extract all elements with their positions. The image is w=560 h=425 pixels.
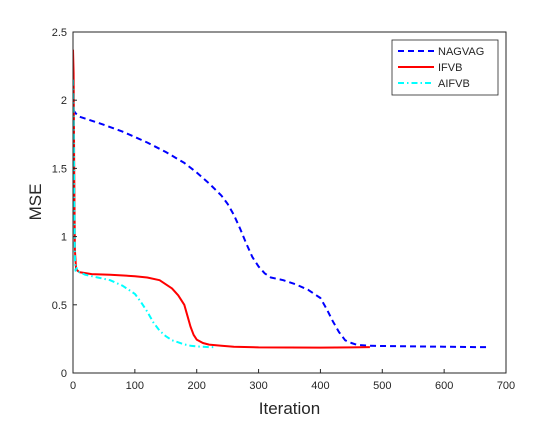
x-tick-label: 200 [188,380,206,392]
y-tick-label: 2 [61,95,67,107]
y-tick-label: 0.5 [52,300,67,312]
y-axis-label: MSE [26,184,45,221]
x-tick-label: 100 [126,380,144,392]
series-line-aifvb [73,79,216,349]
x-axis-label: Iteration [259,399,320,418]
y-tick-label: 1.5 [52,163,67,175]
legend-label-aifvb: AIFVB [438,78,470,90]
x-tick-label: 400 [311,380,329,392]
legend-label-nagvag: NAGVAG [438,46,484,58]
series-line-ifvb [73,49,370,349]
legend: NAGVAG IFVB AIFVB [391,39,499,96]
ticks-layer: 0 100 200 300 400 500 600 700 0 0.5 1 1.5 2 2.5 [52,27,515,392]
series-line-nagvag [73,109,488,349]
x-tick-label: 0 [70,380,76,392]
x-tick-label: 300 [249,380,267,392]
y-tick-label: 0 [61,368,67,380]
x-tick-label: 600 [435,380,453,392]
series-layer [73,49,488,349]
legend-label-ifvb: IFVB [438,62,462,74]
x-tick-label: 500 [373,380,391,392]
y-tick-label: 2.5 [52,27,67,39]
plot-frame [72,31,507,374]
x-tick-label: 700 [497,380,515,392]
y-tick-label: 1 [61,232,67,244]
